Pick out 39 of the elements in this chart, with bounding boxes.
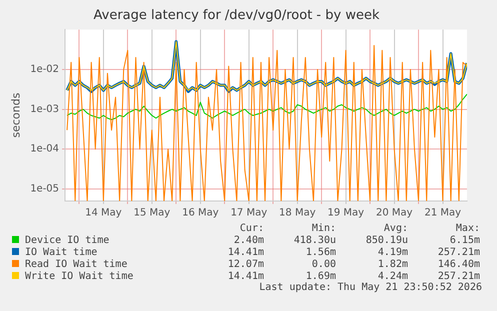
- x-tick-label: 17 May: [230, 208, 268, 219]
- text: 12.07m: [226, 258, 264, 270]
- text: Min:: [310, 222, 336, 234]
- text: 2.40m: [232, 234, 264, 246]
- x-tick-label: 14 May: [85, 208, 122, 219]
- text: Avg:: [382, 222, 408, 234]
- text: 850.19u: [364, 234, 408, 246]
- text: 1.82m: [376, 258, 408, 270]
- text: 4.24m: [376, 270, 408, 282]
- text: 257.21m: [436, 270, 480, 282]
- text: 257.21m: [436, 246, 480, 258]
- text: 0.00: [310, 258, 336, 270]
- x-tick-label: 16 May: [182, 208, 219, 219]
- text: 4.19m: [376, 246, 408, 258]
- text: 1.56m: [304, 246, 336, 258]
- legend-label: Device IO time: [24, 234, 110, 246]
- legend-label: Write IO Wait time: [24, 270, 134, 282]
- x-tick-label: 18 May: [279, 208, 316, 219]
- text: 14.41m: [226, 270, 264, 282]
- text: Max:: [454, 222, 480, 234]
- x-tick-label: 21 May: [424, 208, 462, 219]
- text: 6.15m: [448, 234, 480, 246]
- y-tick-label: 1e-05: [30, 184, 60, 195]
- text: Cur:: [238, 222, 264, 234]
- y-tick-label: 1e-04: [30, 144, 60, 155]
- text: 14.41m: [226, 246, 264, 258]
- text: 146.40m: [436, 258, 480, 270]
- y-axis-title: seconds: [9, 92, 22, 138]
- x-tick-label: 20 May: [376, 208, 413, 219]
- x-tick-label: 19 May: [328, 208, 364, 219]
- chart-title: Average latency for /dev/vg0/root - by week: [94, 8, 380, 24]
- text: 418.30u: [292, 234, 336, 246]
- legend-label: IO Wait time: [24, 246, 98, 258]
- y-tick-label: 1e-03: [30, 104, 60, 115]
- y-tick-label: 1e-02: [30, 64, 60, 76]
- x-tick-label: 15 May: [134, 208, 170, 219]
- legend-label: Read IO Wait time: [24, 258, 128, 270]
- text: Last update: Thu May 21 23:50:52 2026: [258, 282, 482, 294]
- text: 1.69m: [304, 270, 336, 282]
